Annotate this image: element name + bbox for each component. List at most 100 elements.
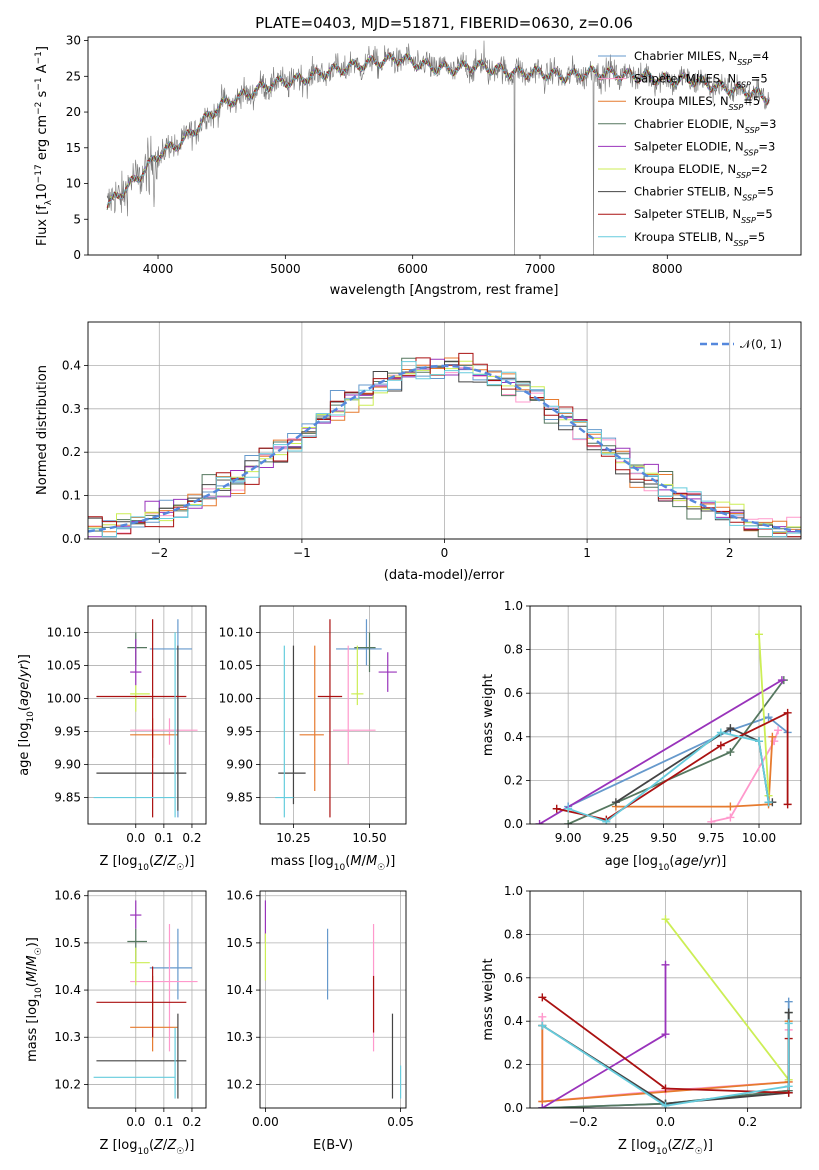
y-tick-label: 9.85: [54, 791, 81, 805]
plus-marker: [784, 997, 793, 1006]
y-tick-label: 10.6: [54, 889, 81, 903]
spectrum-panel: 4000 5000 6000 7000 8000 0 5 10 15 20 25 30 Chabrier…: [34, 14, 802, 298]
y-tick-label: 0.2: [504, 773, 523, 787]
x-tick-label: 10.50: [352, 831, 386, 845]
axes-frame: [259, 605, 407, 825]
x-axis-label: wavelength [Angstrom, rest frame]: [330, 283, 559, 298]
y-tick-label: 10.10: [219, 625, 253, 639]
plus-marker: [538, 1021, 547, 1030]
y-tick-label: 9.90: [226, 758, 253, 772]
legend-label: Salpeter STELIB, NSSP=5: [634, 207, 773, 225]
plus-marker: [783, 800, 792, 809]
mass-weight-vs-metallicity-panel: −0.2 0.0 0.2 0.0 0.2 0.4 0.6 0.8 1.0 Z [log10(Z/Z…: [481, 884, 802, 1157]
x-tick-label: −2: [150, 546, 168, 560]
y-tick-label: 10.00: [47, 691, 81, 705]
plus-marker: [538, 1012, 547, 1021]
y-tick-label: 0.4: [62, 358, 81, 372]
plus-marker: [764, 713, 773, 722]
plus-marker: [726, 802, 735, 811]
y-tick-label: 10.2: [54, 1077, 81, 1091]
plus-marker: [661, 1101, 670, 1108]
y-tick-label: 10.3: [226, 1030, 253, 1044]
age-vs-mass-panel: 10.25 10.50 9.85 9.90 9.95 10.00 10.05 10.10 mas…: [219, 605, 407, 873]
x-tick-label: 0.0: [126, 1115, 145, 1129]
y-tick-label: 0.0: [62, 532, 81, 546]
mass-vs-ebv-panel: 0.00 0.05 10.2 10.3 10.4 10.5 10.6 E(B-V): [226, 889, 414, 1153]
y-tick-label: 10: [66, 177, 81, 191]
plus-marker: [755, 630, 764, 639]
mass-weight-line: [567, 716, 789, 808]
legend-label: Salpeter MILES, NSSP=5: [634, 72, 768, 90]
mass-weight-line: [541, 1023, 790, 1107]
model-spectrum-line: [106, 51, 770, 210]
axes-frame: [87, 321, 802, 540]
x-tick-label: 0.2: [182, 831, 201, 845]
plot-area: [275, 619, 397, 818]
x-tick-label: 10.25: [276, 831, 310, 845]
y-tick-label: 10.5: [226, 936, 253, 950]
legend-label: 𝒩(0, 1): [740, 337, 782, 351]
y-tick-label: 10.10: [47, 625, 81, 639]
x-tick-label: 0.0: [126, 831, 145, 845]
x-tick-label: 6000: [397, 262, 428, 276]
x-tick-label: 2: [726, 546, 734, 560]
y-tick-label: 1.0: [504, 599, 523, 613]
y-tick-label: 9.95: [226, 725, 253, 739]
chart-title: PLATE=0403, MJD=51871, FIBERID=0630, z=0…: [255, 14, 633, 32]
plus-marker: [661, 1030, 670, 1039]
y-tick-label: 9.85: [226, 791, 253, 805]
plus-marker: [783, 708, 792, 717]
x-tick-label: 0.2: [182, 1115, 201, 1129]
y-tick-label: 10.6: [226, 889, 253, 903]
x-axis-label: Z [log10(Z/Z☉)]: [100, 1138, 195, 1157]
y-tick-label: 0.8: [504, 927, 523, 941]
y-tick-label: 1.0: [504, 884, 523, 898]
residual-histogram-panel: −2 −1 0 1 2 0.0 0.1 0.2 0.3 0.4 𝒩(0, 1) (data-model…: [35, 321, 802, 583]
y-axis-label: mass weight: [481, 674, 496, 756]
x-axis-label: Z [log10(Z/Z☉)]: [618, 1138, 713, 1157]
x-axis-label: Z [log10(Z/Z☉)]: [100, 854, 195, 873]
y-axis-label: age [log10(age/yr)]: [17, 654, 36, 776]
plus-marker: [784, 1082, 793, 1091]
y-axis-label: mass [log10(M/M☉)]: [25, 937, 44, 1062]
plus-marker: [726, 724, 735, 733]
x-tick-label: 9.75: [698, 831, 725, 845]
x-tick-label: 9.50: [650, 831, 677, 845]
mass-weight-line: [758, 634, 770, 796]
plus-marker: [784, 1019, 793, 1028]
axes-frame: [87, 605, 207, 825]
y-axis-label: Normed distribution: [35, 365, 50, 495]
axes-frame: [529, 605, 802, 825]
x-tick-label: 0.0: [656, 1115, 675, 1129]
y-tick-label: 20: [66, 105, 81, 119]
y-tick-label: 5: [73, 212, 81, 226]
plus-marker: [726, 748, 735, 757]
y-tick-label: 0.0: [504, 1101, 523, 1115]
plus-marker: [768, 732, 777, 741]
plus-marker: [726, 813, 735, 822]
y-tick-label: 0.4: [504, 730, 523, 744]
mass-weight-line: [664, 918, 790, 1081]
y-axis-label: Flux [fλ10−17 erg cm−2 s−1 A−1]: [34, 46, 54, 246]
normal-curve: [88, 364, 801, 533]
x-tick-label: 9.25: [603, 831, 630, 845]
y-tick-label: 10.05: [47, 658, 81, 672]
x-tick-label: 1: [583, 546, 591, 560]
plus-marker: [602, 817, 611, 824]
plus-marker: [538, 993, 547, 1002]
plus-marker: [661, 915, 670, 924]
plus-marker: [784, 1008, 793, 1017]
plus-marker: [564, 820, 573, 824]
x-tick-label: 0.00: [252, 1115, 279, 1129]
y-tick-label: 9.90: [54, 758, 81, 772]
plus-marker: [774, 726, 783, 735]
x-tick-label: 0.05: [387, 1115, 414, 1129]
x-axis-label: mass [log10(M/M☉)]: [271, 854, 396, 873]
plot-area: [88, 352, 801, 538]
plus-marker: [716, 728, 725, 737]
y-tick-label: 10.5: [54, 936, 81, 950]
mass-weight-line: [539, 679, 783, 824]
legend-label: Chabrier STELIB, NSSP=5: [634, 185, 774, 203]
plus-marker: [552, 804, 561, 813]
y-tick-label: 10.00: [219, 691, 253, 705]
